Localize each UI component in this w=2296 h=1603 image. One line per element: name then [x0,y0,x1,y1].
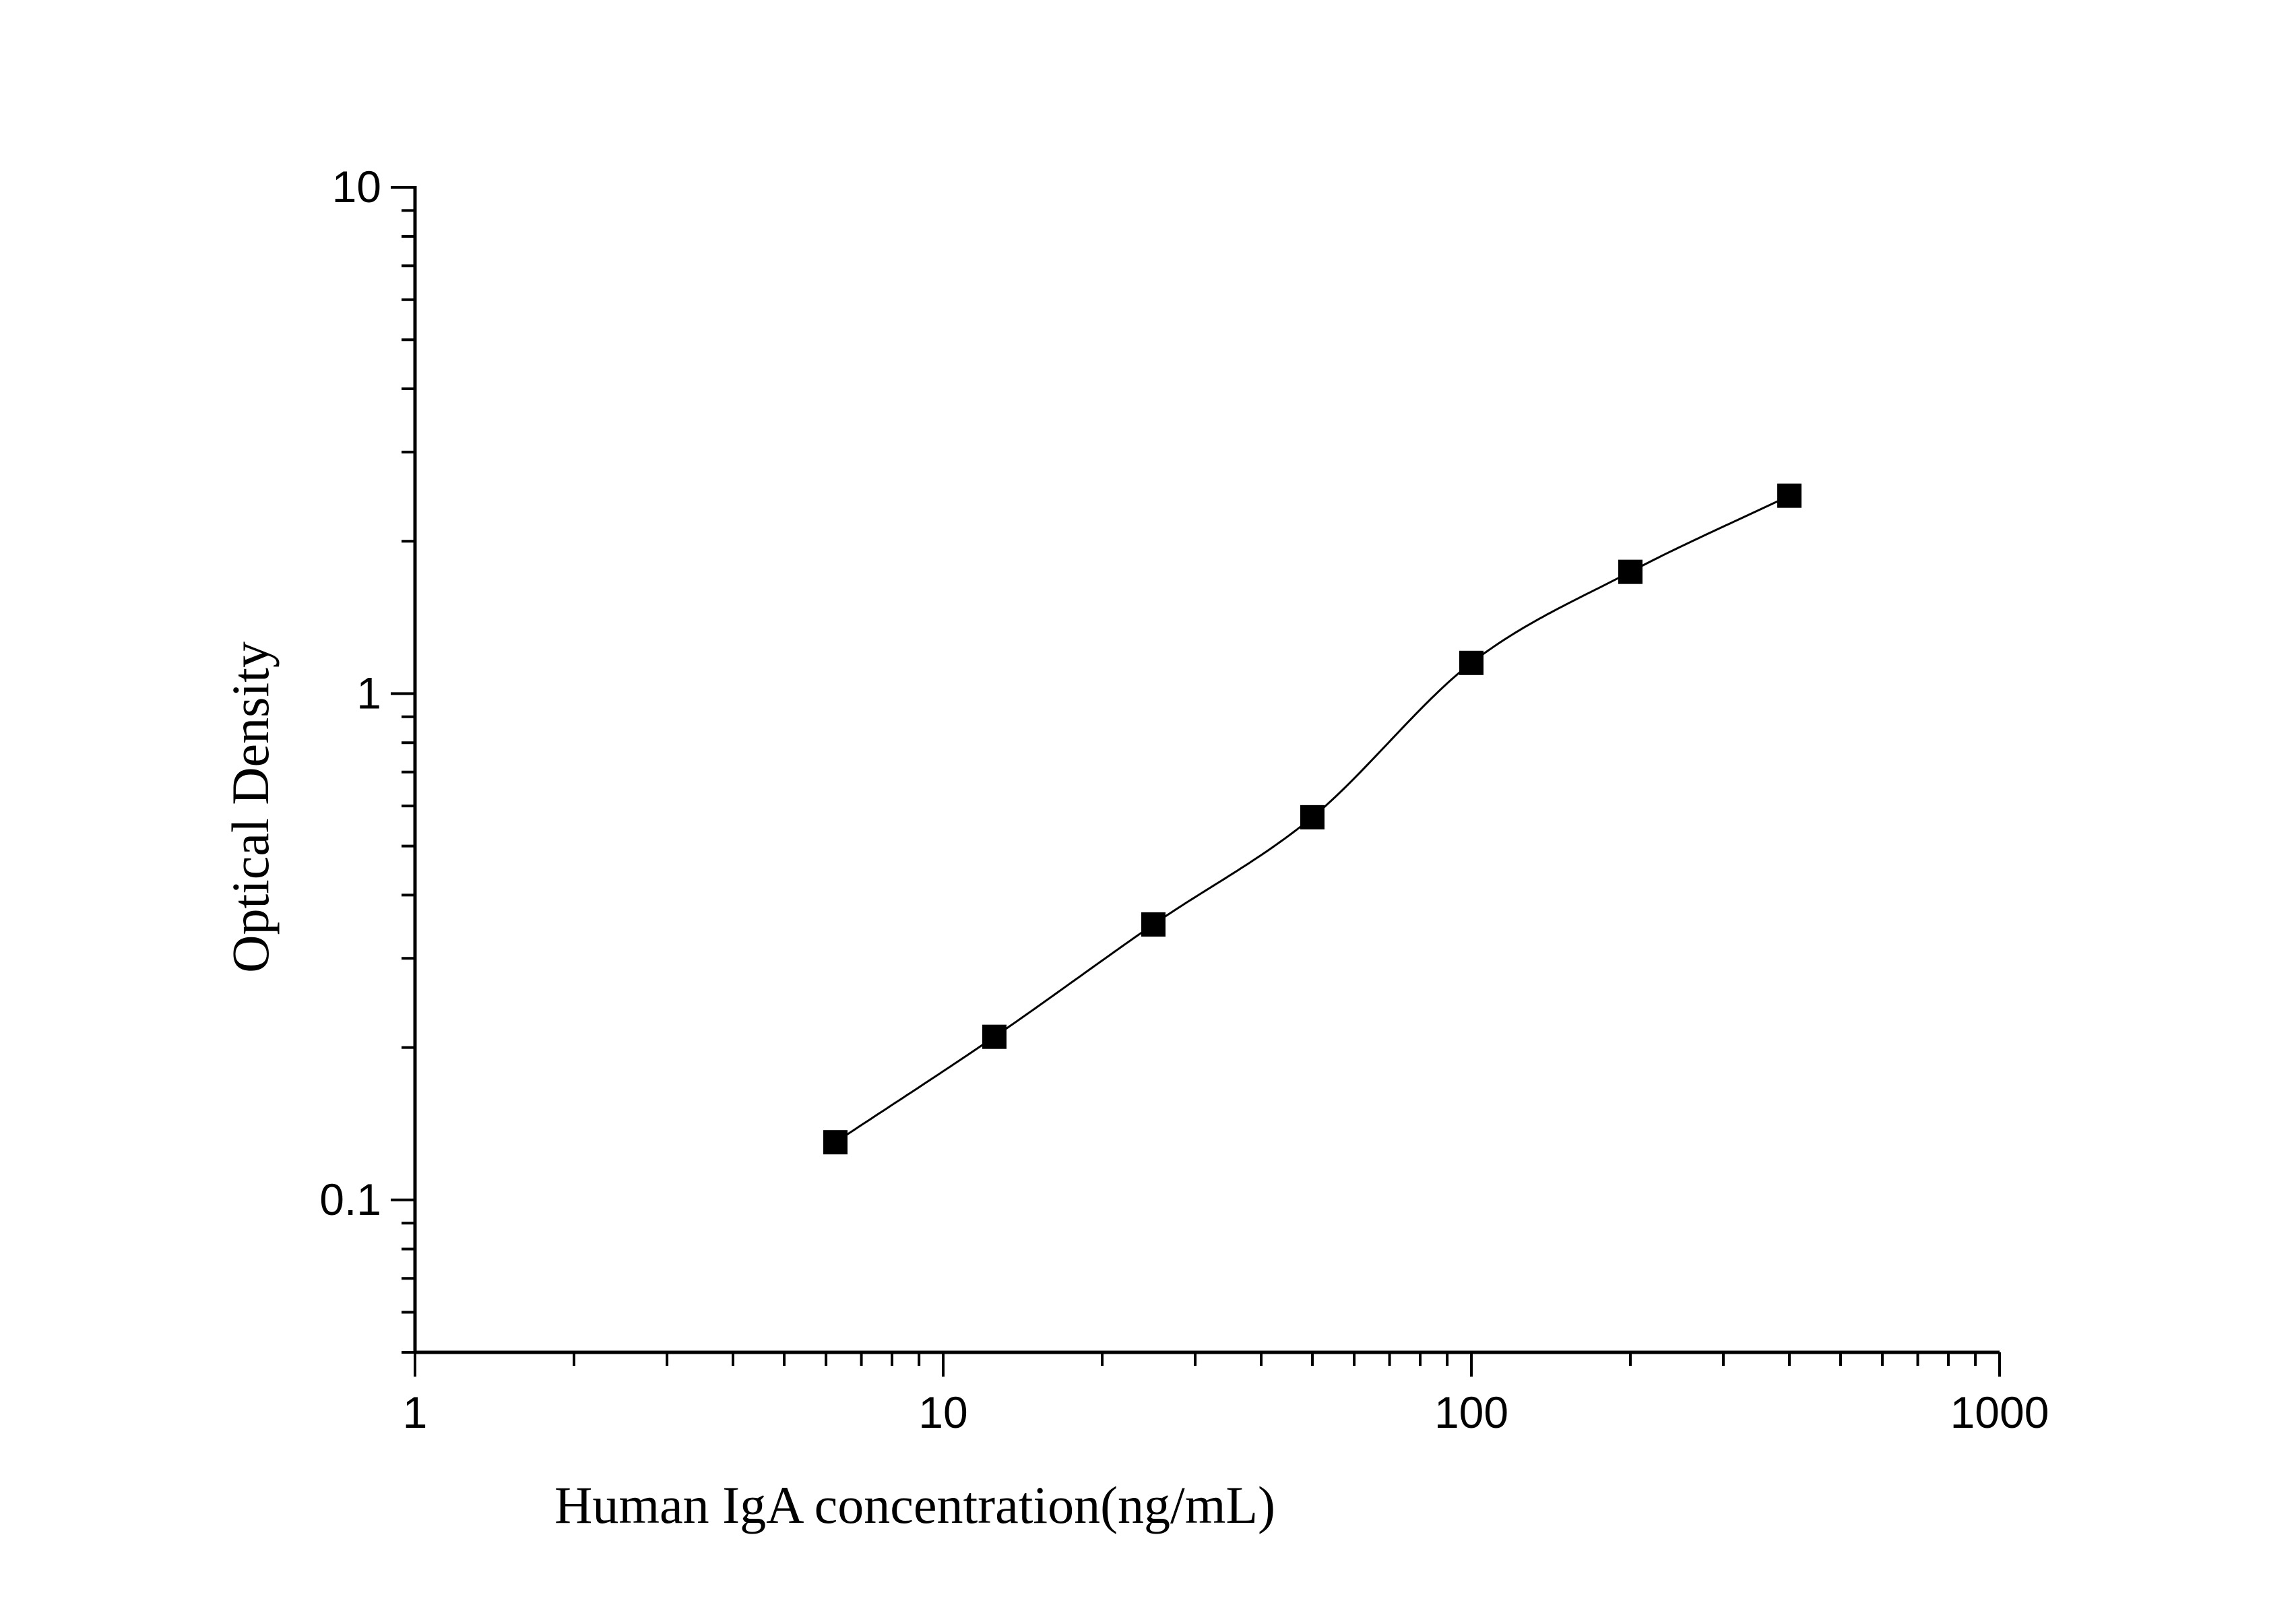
data-point [1141,912,1166,937]
data-point [1459,650,1484,675]
axis-tick-labels: 1 10 100 1000 0.1 1 10 [319,162,2049,1437]
y-tick-label: 10 [332,162,381,212]
axes [413,186,2000,1354]
data-point [982,1024,1007,1049]
data-point [823,1130,848,1155]
data-point [1618,559,1643,584]
x-tick-label: 1 [403,1387,428,1437]
data-point [1300,805,1325,829]
y-axis-title: Optical Density [221,641,280,973]
data-point [1777,483,1802,508]
x-axis-title: Human IgA concentration(ng/mL) [554,1476,1275,1534]
x-tick-label: 1000 [1950,1387,2049,1437]
y-tick-label: 0.1 [319,1174,381,1224]
x-tick-label: 10 [918,1387,967,1437]
y-tick-label: 1 [356,668,381,718]
x-tick-label: 100 [1434,1387,1508,1437]
data-points [823,483,1802,1155]
axis-ticks [391,186,2001,1377]
